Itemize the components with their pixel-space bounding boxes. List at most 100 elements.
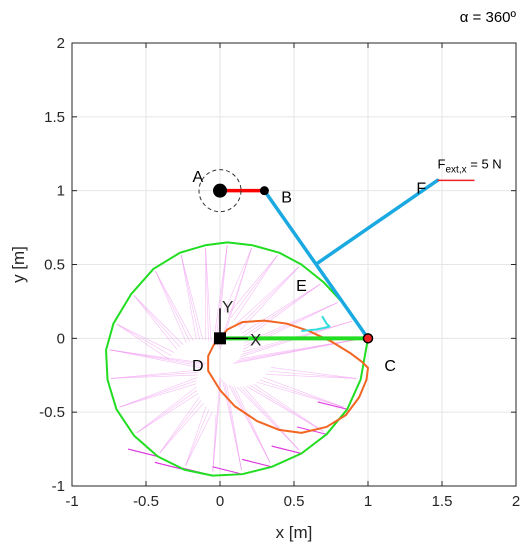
envelope-line [109,349,203,367]
markers-layer [198,169,374,345]
envelope-line [240,386,300,451]
y-tick-label: 1 [57,183,65,200]
envelope-line [109,349,202,369]
series-line-0 [105,241,369,477]
envelope-line [233,386,271,464]
envelope-line [159,399,202,454]
envelope-line [243,386,300,451]
tick-labels: -1 -0.5 0 0.5 1 1.5 2 -1 -0.5 0 0.5 1 1.5 2 [39,35,520,510]
envelope-line [205,248,212,342]
envelope-line [136,389,198,434]
envelope-line [119,380,197,408]
envelope-line [116,323,172,357]
envelope-dense-line [154,461,185,471]
point-labels: A B C D E F [192,169,426,375]
envelope-line [133,295,181,348]
y-tick-label: 2 [57,35,65,52]
envelope-line [180,255,197,340]
envelope-line [119,383,197,408]
x-tick-label: -0.5 [133,493,159,510]
envelope-line [231,385,271,464]
x-tick-label: 2 [512,493,520,510]
envelope-line [119,377,197,408]
envelope-line [242,283,321,337]
series-layer [105,241,369,477]
envelope-line [223,247,252,313]
y-tick-label: 0.5 [44,257,65,274]
y-tick-label: -0.5 [39,404,65,421]
x-tick-label: 1.5 [432,493,453,510]
point-label-a: A [192,169,203,186]
envelope-line [205,248,209,341]
x-tick-label: 0.5 [284,493,305,510]
envelope-line [213,245,228,344]
envelope-line [116,323,175,353]
envelope-line [136,386,197,434]
series-line-2 [301,315,331,332]
envelope-line [133,295,178,350]
y-tick-label: 1.5 [44,109,65,126]
envelope-line [218,248,252,349]
alpha-angle-label: α = 360º [460,9,517,26]
envelope-line [238,266,300,327]
envelope-line [180,255,200,340]
series-line-1 [207,319,369,434]
envelope-line [259,379,344,408]
frame-y-label: Y [222,297,233,316]
envelope-line [265,374,357,379]
envelope-line [262,377,344,408]
envelope-dense-line [317,401,348,410]
envelope-line [240,266,300,331]
reference-frame: X Y [222,297,261,349]
envelope-line [243,283,321,341]
envelope-line [136,393,199,434]
y-tick-label: 0 [57,330,65,347]
envelope-line [116,323,170,360]
envelope-line [212,378,222,472]
envelope-dense-line [242,458,272,468]
envelope-line [250,385,324,432]
envelope-line [241,283,321,334]
envelope-dense-line [212,466,243,475]
envelope-line [238,338,364,360]
envelope-line [110,374,198,379]
point-label-d: D [192,358,204,375]
envelope-line [180,255,204,340]
point-label-f: F [416,181,426,198]
pivot-a-marker [213,183,227,198]
envelope-line [271,367,357,379]
envelope-line [256,381,344,408]
envelope-line [268,370,357,379]
envelope-line [237,386,300,451]
pivot-a-dashed-circle [198,169,242,213]
envelope-line [236,266,300,324]
envelope-line [226,383,242,471]
force-label-sub: ext,x [446,164,467,175]
envelope-line [215,245,228,345]
axes-box [71,42,517,487]
envelope-line [155,270,191,342]
envelope-line [228,384,271,464]
link-coupler-BC [262,188,370,341]
envelope-line [159,396,200,454]
joint-b-marker [259,186,269,196]
envelope-line [246,386,324,432]
x-tick-label: -1 [65,493,78,510]
envelope-dense-line [128,448,158,457]
x-tick-label: 0 [216,493,224,510]
envelope-line [253,383,324,432]
y-axis-label: y [m] [9,246,28,283]
point-label-c: C [384,358,396,375]
envelope-line [230,255,278,318]
force-label-rest: = 5 N [467,156,502,171]
envelope-line [155,270,187,344]
force-label-main: F [438,156,446,171]
envelope-line [110,372,199,379]
force-label: Fext,x = 5 N [438,156,502,175]
link-rocker-EF [315,178,440,265]
x-axis-label: x [m] [276,523,313,542]
envelope-line [185,406,207,466]
joint-c-marker [362,333,374,344]
point-label-e: E [296,278,307,295]
